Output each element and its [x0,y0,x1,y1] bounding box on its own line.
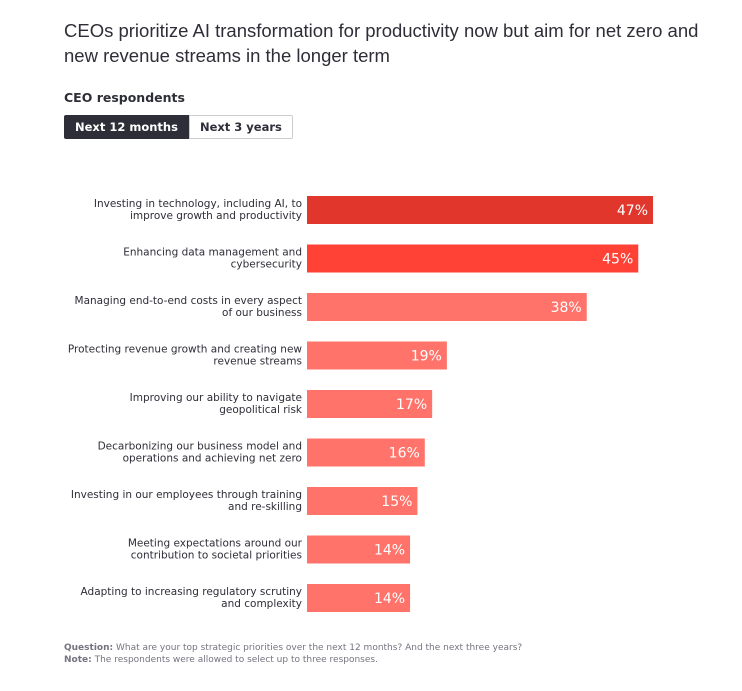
bar [307,584,411,612]
bar-value-label: 45% [602,252,633,268]
bar-value-label: 15% [381,494,412,510]
bar [307,438,425,467]
chart-subtitle: CEO respondents [64,90,185,105]
bar [307,341,447,370]
bar [307,535,411,564]
bar-value-label: 14% [374,591,405,607]
bar-value-label: 17% [396,397,427,413]
bar [307,390,433,418]
chart-title: CEOs prioritize AI transformation for pr… [64,20,699,66]
footnote: Question: What are your top strategic pr… [64,642,522,666]
bar [307,487,418,515]
bar [307,196,653,224]
toggle-next-12-months[interactable]: Next 12 months [64,115,189,139]
category-label: Decarbonizing our business model and oper… [98,441,302,465]
bar-value-label: 47% [617,203,648,219]
toggle-next-3-years[interactable]: Next 3 years [188,115,293,139]
footnote-note: Note: The respondents were allowed to se… [64,655,378,665]
category-label: Investing in our employees through train… [71,489,302,513]
category-label: Improving our ability to navigate geopoli… [130,392,303,416]
bar [307,293,587,321]
category-label: Enhancing data management and cybersecuri… [123,247,302,271]
category-label: Managing end-to-end costs in every aspec… [75,295,302,319]
bar-chart: 47% Investing in technology, including AI… [68,196,653,612]
footnote-question: Question: What are your top strategic pr… [64,643,523,653]
bar-value-label: 19% [411,349,442,365]
period-toggle: Next 12 months Next 3 years [64,115,293,139]
bar-value-label: 14% [374,543,405,559]
category-label: Protecting revenue growth and creating n… [68,344,303,368]
bar-value-label: 38% [551,300,582,316]
category-label: Adapting to increasing regulatory scruti… [81,586,302,610]
category-label: Meeting expectations around our contribut… [128,538,303,562]
category-label: Investing in technology, including AI, t… [94,198,302,222]
bar-value-label: 16% [389,446,420,462]
bar [307,244,639,273]
